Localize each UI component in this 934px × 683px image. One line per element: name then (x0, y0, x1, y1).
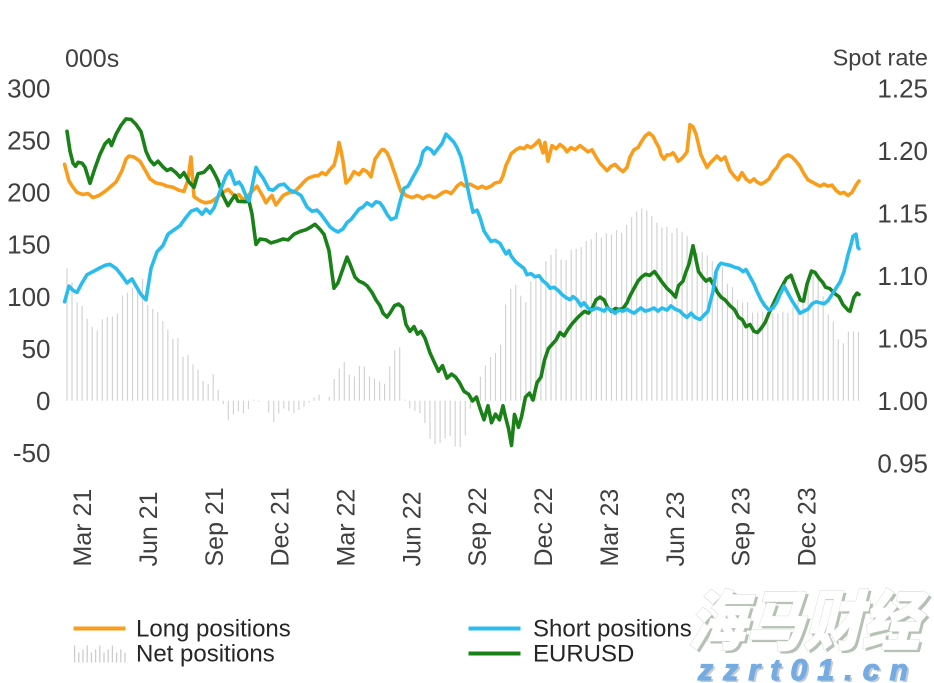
svg-text:-50: -50 (13, 438, 51, 468)
svg-text:Jun 21: Jun 21 (135, 491, 163, 566)
svg-text:200: 200 (7, 178, 50, 208)
svg-text:EURUSD: EURUSD (533, 641, 634, 668)
svg-text:Net positions: Net positions (136, 641, 275, 668)
svg-text:250: 250 (7, 126, 50, 156)
svg-text:300: 300 (7, 74, 50, 104)
svg-text:Mar 22: Mar 22 (333, 489, 361, 567)
svg-text:1.00: 1.00 (877, 386, 928, 416)
svg-text:150: 150 (7, 230, 50, 260)
svg-text:1.10: 1.10 (877, 261, 928, 291)
svg-text:Sep 22: Sep 22 (464, 487, 492, 566)
svg-text:1.25: 1.25 (877, 74, 928, 104)
svg-text:100: 100 (7, 282, 50, 312)
svg-text:Long positions: Long positions (136, 616, 291, 643)
svg-text:0: 0 (36, 386, 50, 416)
svg-text:Jun 22: Jun 22 (398, 491, 426, 566)
svg-text:1.05: 1.05 (877, 324, 928, 354)
svg-text:zzrt01.cn: zzrt01.cn (699, 656, 920, 683)
svg-text:Mar 23: Mar 23 (596, 489, 624, 567)
svg-text:Short positions: Short positions (533, 616, 692, 643)
svg-text:1.15: 1.15 (877, 199, 928, 229)
svg-text:Dec 23: Dec 23 (793, 487, 821, 566)
svg-text:Mar 21: Mar 21 (69, 489, 97, 567)
svg-text:Dec 21: Dec 21 (267, 487, 295, 566)
svg-text:Jun 23: Jun 23 (662, 491, 690, 566)
svg-text:Spot rate: Spot rate (833, 45, 928, 71)
svg-text:1.20: 1.20 (877, 136, 928, 166)
svg-text:000s: 000s (65, 45, 119, 73)
svg-text:0.95: 0.95 (877, 449, 928, 479)
svg-text:50: 50 (22, 334, 51, 364)
svg-text:Sep 21: Sep 21 (201, 487, 229, 566)
svg-text:zzrt01.cn: zzrt01.cn (697, 654, 918, 683)
svg-text:Dec 22: Dec 22 (530, 487, 558, 566)
svg-text:Sep 23: Sep 23 (728, 487, 756, 566)
